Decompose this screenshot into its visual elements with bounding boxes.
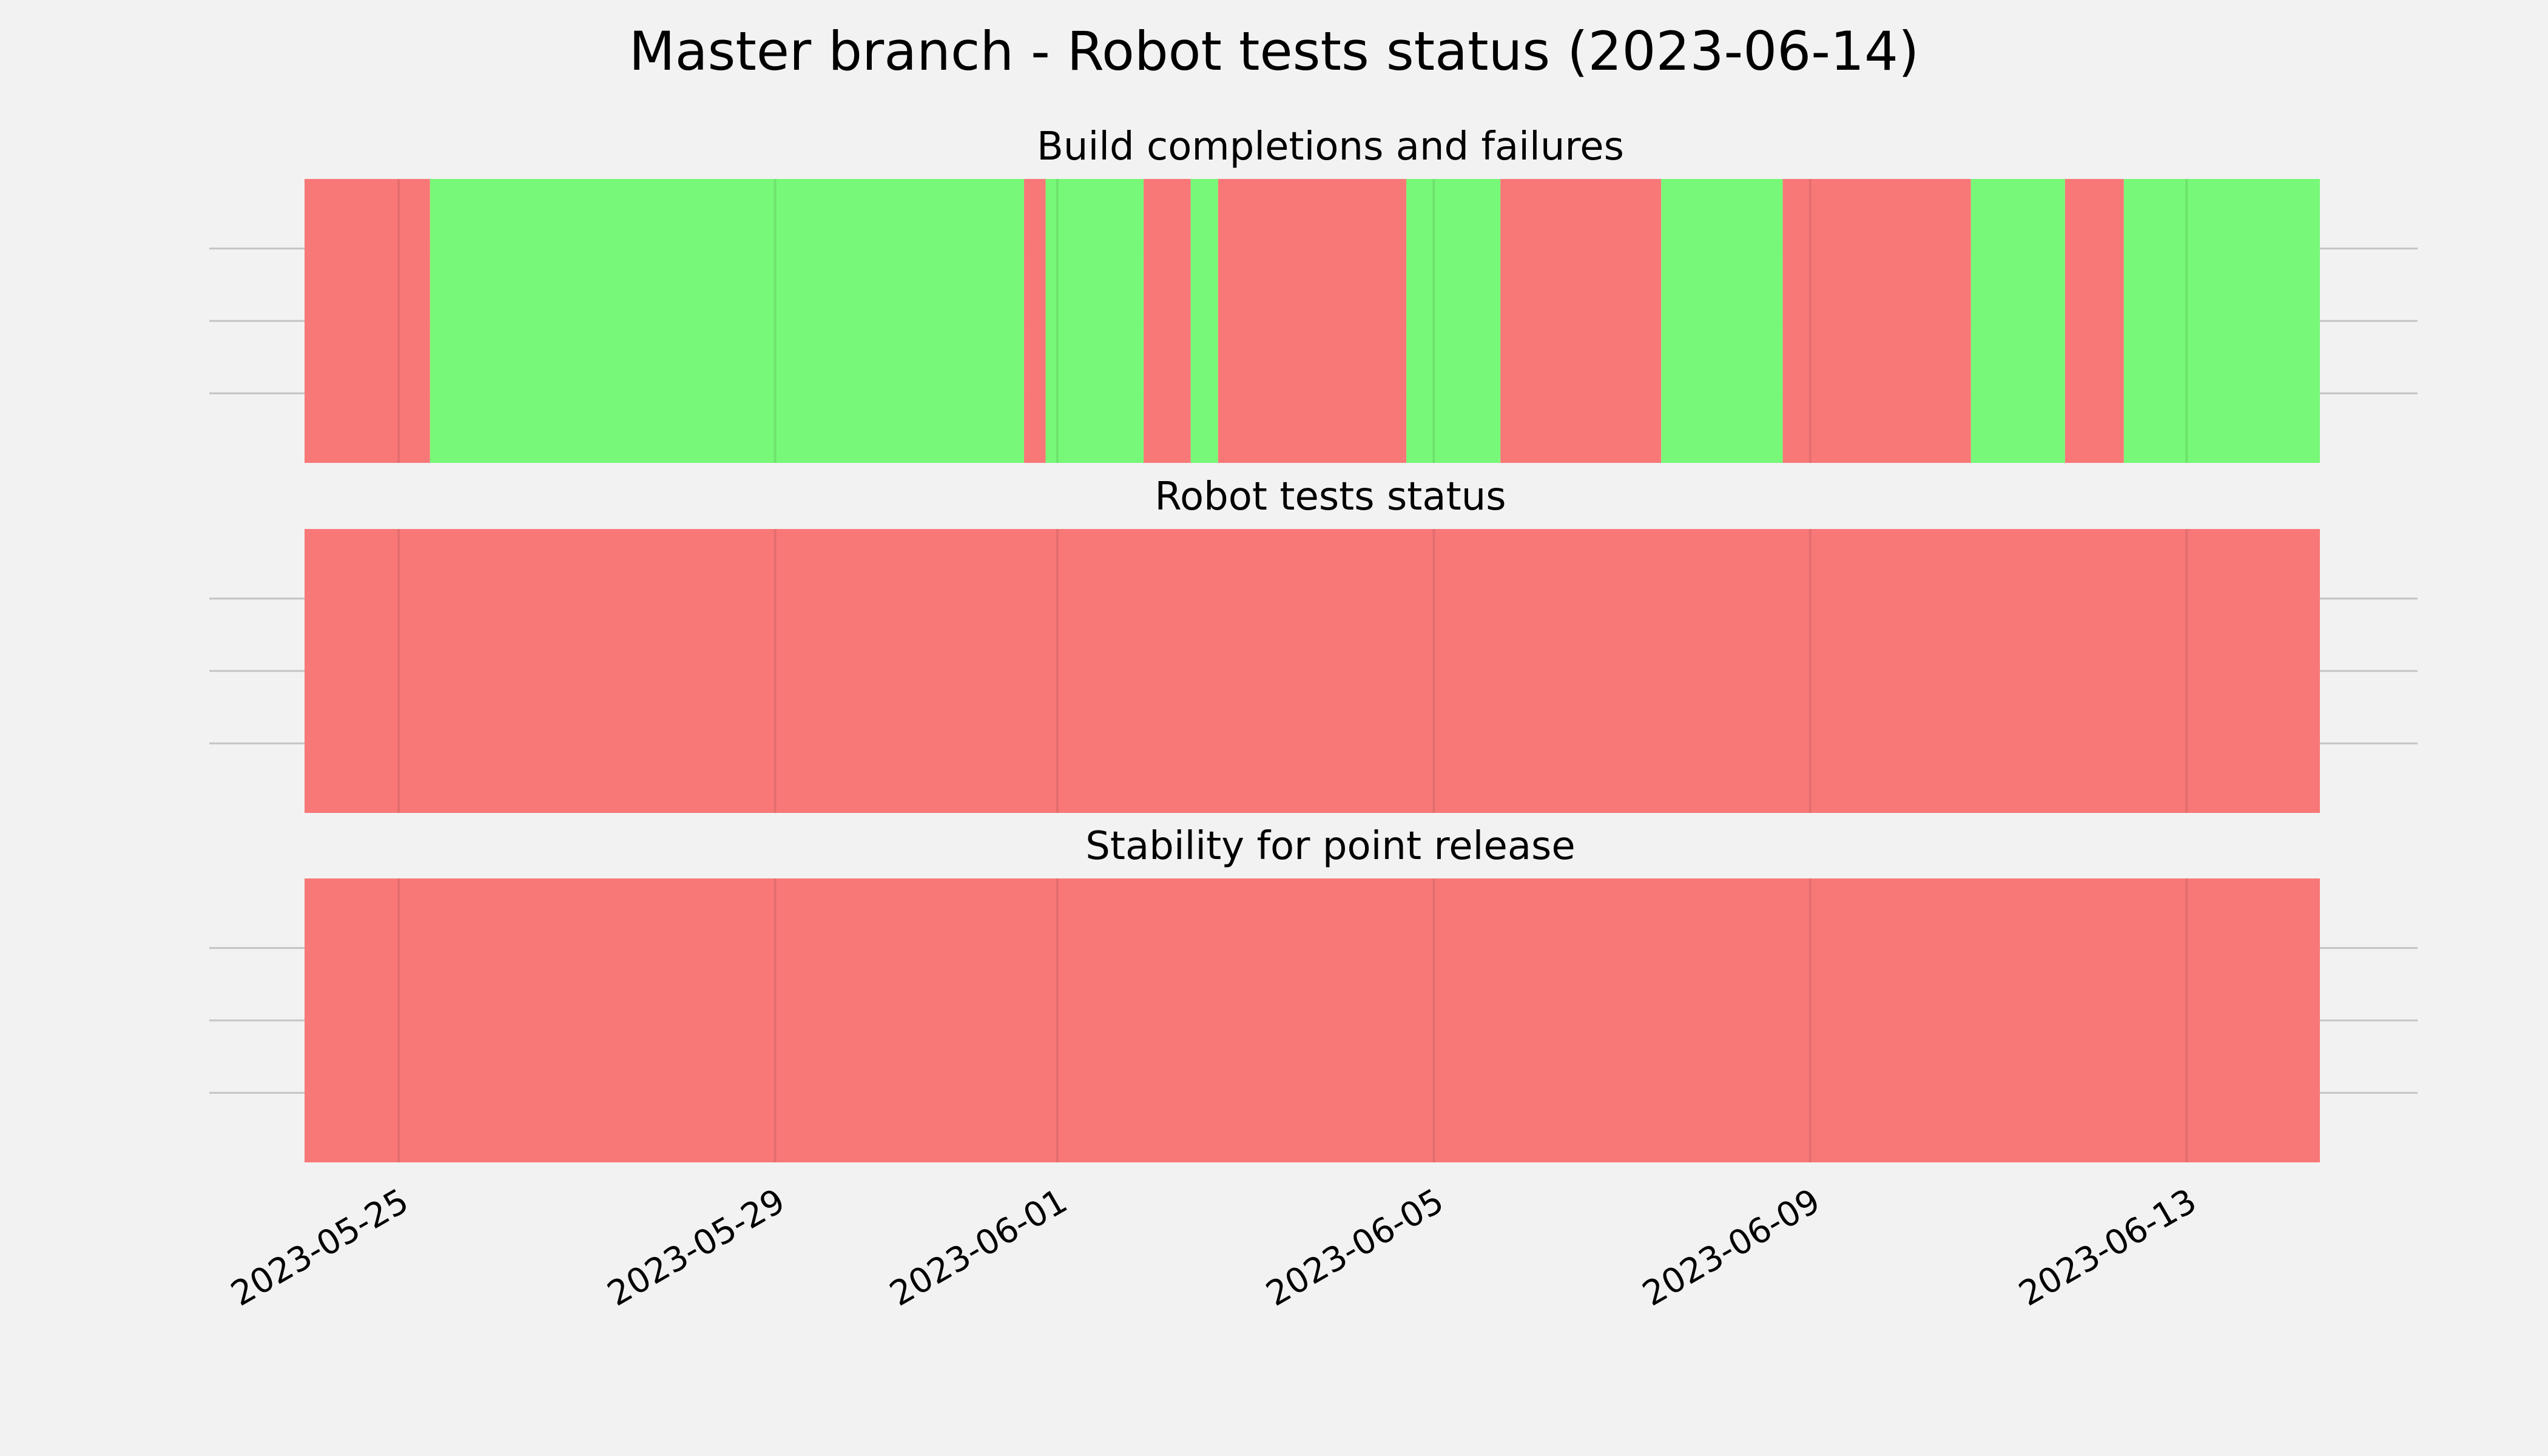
panel-1-segment-13-fail <box>2064 179 2124 463</box>
panel-1-segment-4-pass <box>1045 179 1144 463</box>
chart-title: Master branch - Robot tests status (2023… <box>629 20 1919 83</box>
panel-3-segment-1-fail <box>305 878 2320 1162</box>
panel-3: Stability for point release <box>209 824 2418 1162</box>
panel-1-segment-5-fail <box>1144 179 1191 463</box>
panel-1-segment-9-fail <box>1500 179 1662 463</box>
panel-1-segment-12-pass <box>1970 179 2065 463</box>
panel-1-segment-1-fail <box>305 179 430 463</box>
panel-1-segment-7-fail <box>1218 179 1407 463</box>
panel-1: Build completions and failures <box>209 124 2418 463</box>
panel-2-title: Robot tests status <box>1154 474 1506 519</box>
panel-1-segment-14-pass <box>2123 179 2320 463</box>
panel-1-segment-2-pass <box>430 179 1024 463</box>
panel-1-segment-6-pass <box>1190 179 1218 463</box>
panel-1-title: Build completions and failures <box>1037 124 1624 169</box>
panel-1-segment-11-fail <box>1782 179 1971 463</box>
panel-2-segment-1-fail <box>305 529 2320 813</box>
panel-3-title: Stability for point release <box>1085 824 1576 869</box>
panel-1-segment-3-fail <box>1023 179 1046 463</box>
panels: Build completions and failures Robot test… <box>209 124 2418 1162</box>
panel-1-segment-8-pass <box>1406 179 1501 463</box>
panel-2: Robot tests status <box>209 474 2418 813</box>
panel-1-segment-10-pass <box>1661 179 1783 463</box>
